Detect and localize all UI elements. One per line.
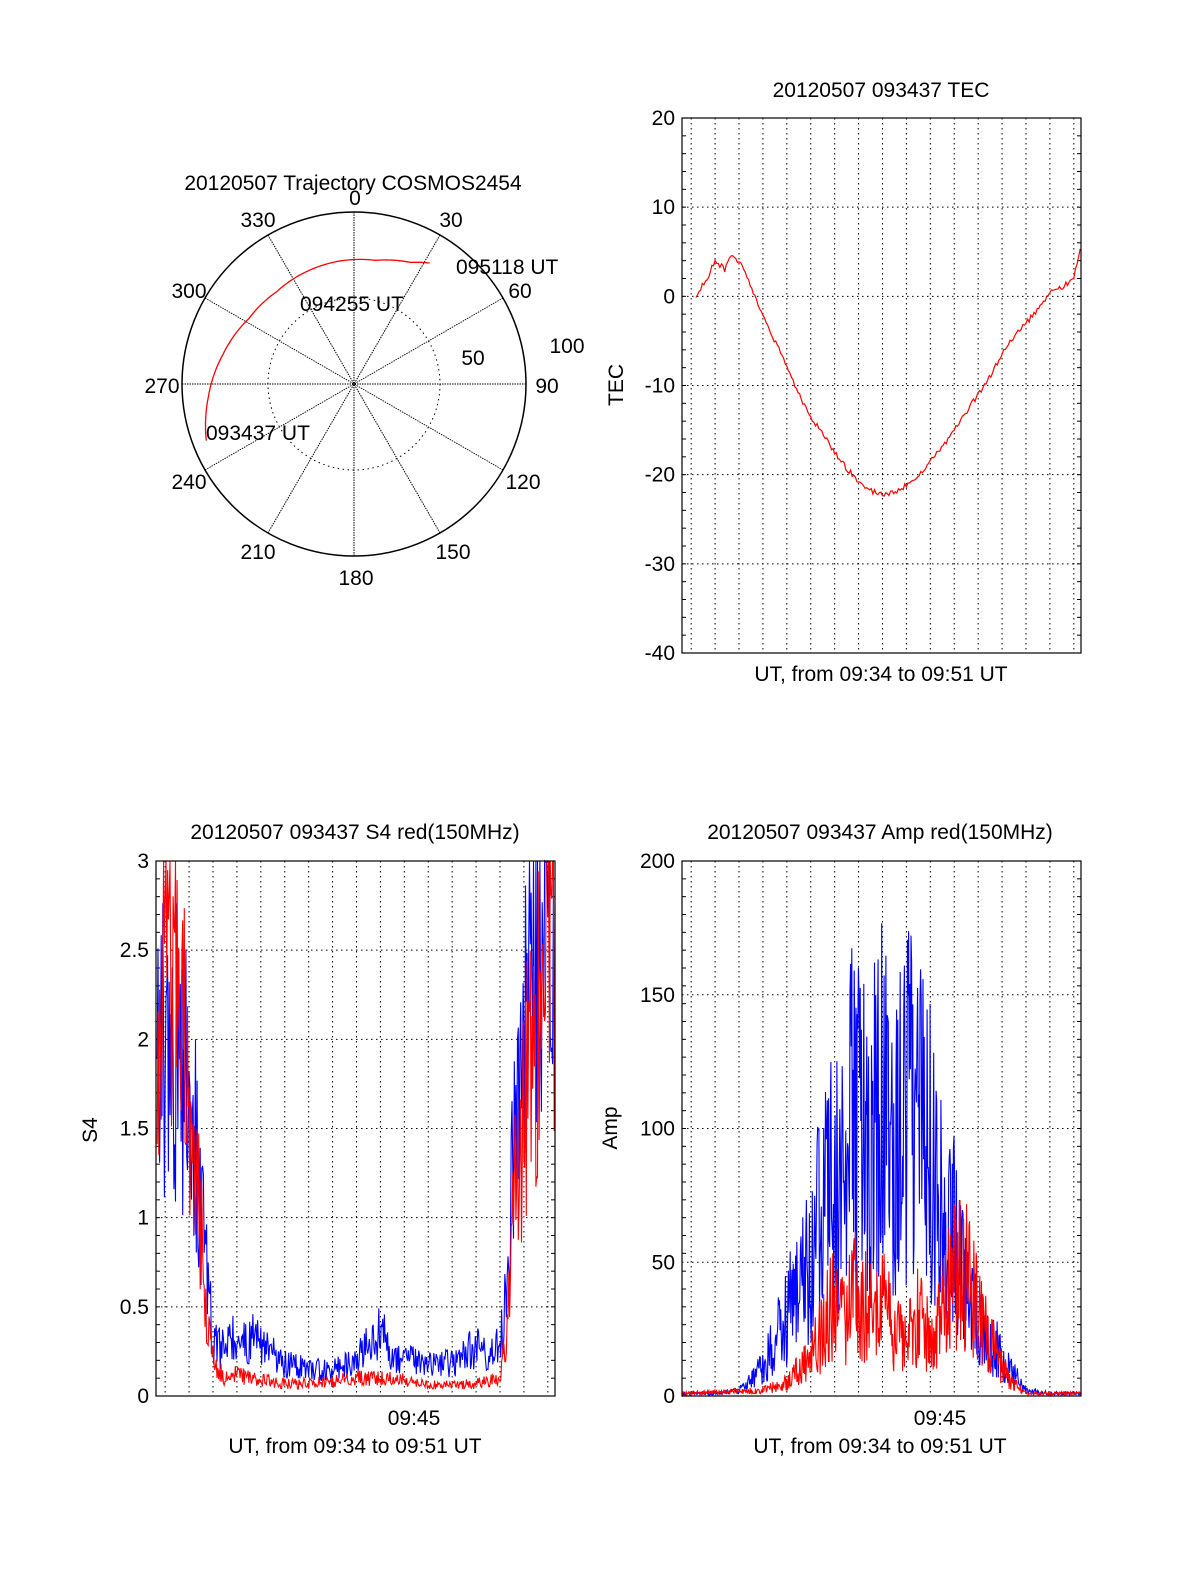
tec-y-tick-labels: 20 10 0 -10 -20 -30 -40 (645, 107, 675, 665)
tec-x-label: UT, from 09:34 to 09:51 UT (754, 663, 1007, 686)
azimuth-label-240: 240 (171, 471, 206, 494)
azimuth-label-210: 210 (240, 541, 275, 564)
s4-y-label: S4 (79, 1117, 102, 1143)
s4-series (156, 859, 556, 1391)
amp-series (681, 923, 1082, 1398)
azimuth-label-300: 300 (171, 280, 206, 303)
azimuth-label-180: 180 (338, 567, 373, 590)
y-tick-label: -40 (645, 642, 675, 665)
y-tick-label: 150 (640, 984, 675, 1007)
trajectory-title: 20120507 Trajectory COSMOS2454 (184, 172, 522, 195)
polar-ring-labels: 50 100 (461, 335, 584, 370)
trajectory-time-label: 093437 UT (206, 422, 310, 445)
y-tick-label: 2 (137, 1028, 149, 1051)
y-tick-label: 100 (640, 1118, 675, 1141)
s4-y-tick-labels: 3 2.5 2 1.5 1 0.5 0 (120, 850, 149, 1408)
y-tick-label: 0 (663, 1385, 675, 1408)
series-line-0 (156, 859, 556, 1383)
y-tick-label: 1.5 (120, 1118, 149, 1141)
azimuth-label-150: 150 (435, 541, 470, 564)
y-tick-label: 3 (137, 850, 149, 873)
y-tick-label: 0.5 (120, 1296, 149, 1319)
s4-x-label: UT, from 09:34 to 09:51 UT (228, 1435, 481, 1458)
polar-azimuth-labels: 0 30 60 90 120 150 180 210 240 270 300 330 (144, 187, 558, 590)
y-tick-label: -10 (645, 375, 675, 398)
trajectory-polar-chart: 20120507 Trajectory COSMOS2454 0 30 60 90 12… (144, 172, 584, 590)
s4-plot-frame (155, 860, 556, 1397)
s4-chart: 20120507 093437 S4 red(150MHz) 3 2.5 2 1.5 1… (79, 821, 556, 1458)
ring-label-100: 100 (549, 335, 584, 358)
azimuth-label-90: 90 (535, 375, 558, 398)
y-tick-label: 20 (652, 107, 675, 130)
ring-label-50: 50 (461, 347, 484, 370)
trajectory-annotations: 093437 UT 094255 UT 095118 UT (206, 256, 559, 445)
series-line-1 (681, 1199, 1082, 1398)
trajectory-time-label: 094255 UT (300, 293, 404, 316)
tec-y-label: TEC (605, 364, 628, 406)
azimuth-label-330: 330 (240, 209, 275, 232)
y-tick-label: 0 (663, 285, 675, 308)
y-tick-label: 50 (652, 1251, 675, 1274)
azimuth-label-0: 0 (349, 187, 361, 210)
y-tick-label: 0 (137, 1385, 149, 1408)
series-line-1 (156, 860, 556, 1391)
tec-plot-frame (681, 117, 1082, 654)
y-tick-label: 1 (137, 1207, 149, 1230)
series-line-0 (695, 248, 1081, 497)
azimuth-label-60: 60 (508, 280, 531, 303)
trajectory-line (204, 258, 430, 441)
tec-chart: 20120507 093437 TEC 20 10 0 -10 -20 -30 -40 TE… (605, 79, 1082, 686)
amp-title: 20120507 093437 Amp red(150MHz) (707, 821, 1053, 844)
amp-y-label: Amp (599, 1106, 622, 1149)
y-tick-label: 200 (640, 850, 675, 873)
amp-x-label: UT, from 09:34 to 09:51 UT (753, 1435, 1006, 1458)
y-tick-label: -20 (645, 464, 675, 487)
y-tick-label: 10 (652, 196, 675, 219)
azimuth-label-270: 270 (144, 375, 179, 398)
tec-title: 20120507 093437 TEC (773, 79, 990, 102)
trajectory-time-label: 095118 UT (456, 256, 559, 279)
amp-y-tick-labels: 200 150 100 50 0 (640, 850, 675, 1408)
tec-series (695, 248, 1081, 497)
amp-chart: 20120507 093437 Amp red(150MHz) 200 150 10… (599, 821, 1082, 1458)
azimuth-label-120: 120 (505, 471, 540, 494)
trajectory-track (204, 258, 430, 441)
series-line-0 (681, 923, 1081, 1398)
y-tick-label: -30 (645, 553, 675, 576)
amp-plot-frame (681, 860, 1082, 1397)
s4-x-tick-label: 09:45 (388, 1407, 441, 1430)
amp-x-tick-label: 09:45 (914, 1407, 967, 1430)
s4-title: 20120507 093437 S4 red(150MHz) (190, 821, 519, 844)
azimuth-label-30: 30 (439, 209, 462, 232)
y-tick-label: 2.5 (120, 939, 149, 962)
polar-grid (181, 211, 527, 557)
